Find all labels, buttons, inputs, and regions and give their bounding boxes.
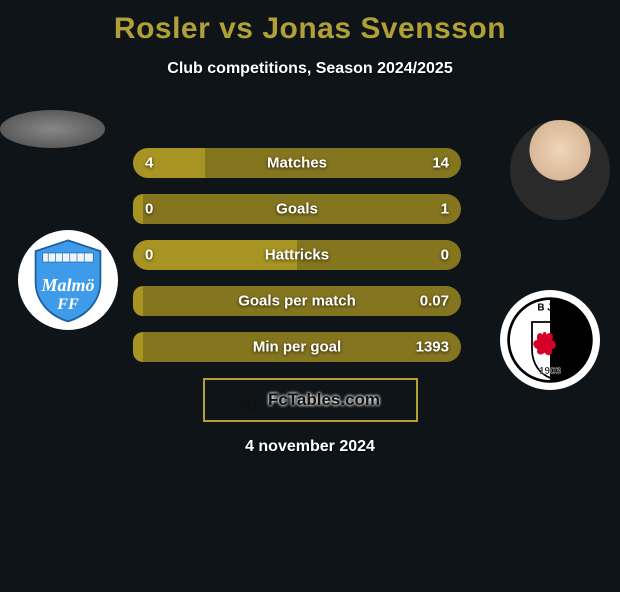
- stat-bar-left-fill: [133, 148, 205, 178]
- stat-value-right: 1: [441, 201, 449, 218]
- malmo-ff-crest-icon: Malmö FF: [23, 235, 113, 325]
- stat-label: Hattricks: [265, 247, 329, 264]
- comparison-panel: Malmö FF B J K 1903 4 Matches 14 0 Goals 1 0 Ha…: [0, 110, 620, 456]
- right-player-photo: [510, 120, 610, 220]
- stat-label: Goals: [276, 201, 318, 218]
- stat-row: 4 Matches 14: [133, 148, 461, 178]
- stat-label: Min per goal: [253, 339, 341, 356]
- svg-text:Malmö: Malmö: [40, 275, 94, 295]
- stat-bar-right-fill: [205, 148, 461, 178]
- watermark-text: FcTables.com: [268, 390, 380, 410]
- stat-label: Matches: [267, 155, 327, 172]
- stat-label: Goals per match: [238, 293, 356, 310]
- left-club-badge: Malmö FF: [18, 230, 118, 330]
- stat-row: Min per goal 1393: [133, 332, 461, 362]
- stat-row: 0 Hattricks 0: [133, 240, 461, 270]
- stat-value-right: 0: [441, 247, 449, 264]
- besiktas-crest-icon: B J K 1903: [505, 295, 595, 385]
- right-club-badge: B J K 1903: [500, 290, 600, 390]
- page-title: Rosler vs Jonas Svensson: [0, 12, 620, 46]
- stat-bar-left-fill: [133, 332, 143, 362]
- subtitle: Club competitions, Season 2024/2025: [0, 60, 620, 78]
- stat-value-right: 14: [432, 155, 449, 172]
- stat-row: 0 Goals 1: [133, 194, 461, 224]
- stat-value-left: 0: [145, 247, 153, 264]
- stat-value-left: 4: [145, 155, 153, 172]
- watermark: FcTables.com: [203, 378, 418, 422]
- svg-text:B J K: B J K: [537, 302, 563, 313]
- stat-value-right: 0.07: [420, 293, 449, 310]
- svg-text:FF: FF: [56, 295, 79, 313]
- stat-bar-left-fill: [133, 286, 143, 316]
- stats-bars: 4 Matches 14 0 Goals 1 0 Hattricks 0 Goals per ma…: [133, 148, 461, 362]
- left-player-photo: [0, 110, 105, 148]
- bar-chart-icon: [240, 389, 262, 411]
- date-label: 4 november 2024: [0, 438, 620, 456]
- stat-value-right: 1393: [416, 339, 449, 356]
- stat-value-left: 0: [145, 201, 153, 218]
- stat-row: Goals per match 0.07: [133, 286, 461, 316]
- svg-text:1903: 1903: [539, 366, 561, 377]
- stat-bar-left-fill: [133, 194, 143, 224]
